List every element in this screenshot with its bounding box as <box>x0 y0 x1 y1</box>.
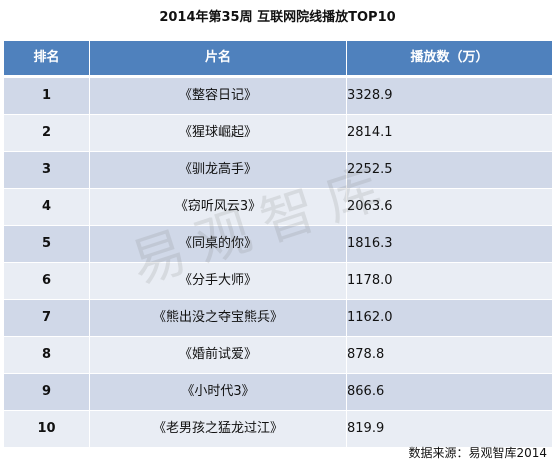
cell-rank: 7 <box>3 299 90 337</box>
cell-views: 3328.9 <box>346 76 553 115</box>
cell-title: 《整容日记》 <box>89 76 347 115</box>
cell-rank: 9 <box>3 373 90 411</box>
table-title: 2014年第35周 互联网院线播放TOP10 <box>159 10 396 25</box>
header-views: 播放数（万） <box>346 40 553 78</box>
table-row: 2 《猩球崛起》 2814.1 <box>3 114 553 152</box>
cell-title: 《窃听风云3》 <box>89 188 347 226</box>
header-rank: 排名 <box>3 40 90 78</box>
cell-title: 《同桌的你》 <box>89 225 347 263</box>
table-row: 6 《分手大师》 1178.0 <box>3 262 553 300</box>
cell-views: 1816.3 <box>346 225 553 263</box>
cell-rank: 5 <box>3 225 90 263</box>
table-row: 10 《老男孩之猛龙过江》 819.9 <box>3 410 553 448</box>
table-row: 1 《整容日记》 3328.9 <box>3 76 553 115</box>
cell-title: 《婚前试爱》 <box>89 336 347 374</box>
cell-title: 《驯龙高手》 <box>89 151 347 189</box>
cell-rank: 8 <box>3 336 90 374</box>
cell-title: 《熊出没之夺宝熊兵》 <box>89 299 347 337</box>
source-note: 数据来源：易观智库2014 <box>408 446 547 460</box>
cell-views: 819.9 <box>346 410 553 448</box>
cell-views: 866.6 <box>346 373 553 411</box>
cell-rank: 2 <box>3 114 90 152</box>
header-row: 排名 片名 播放数（万） <box>3 40 553 78</box>
cell-rank: 3 <box>3 151 90 189</box>
table-row: 9 《小时代3》 866.6 <box>3 373 553 411</box>
table-row: 4 《窃听风云3》 2063.6 <box>3 188 553 226</box>
cell-views: 2063.6 <box>346 188 553 226</box>
cell-title: 《猩球崛起》 <box>89 114 347 152</box>
ranking-table: 排名 片名 播放数（万） 1 《整容日记》 3328.9 2 《猩球崛起》 2814.1 3… <box>3 40 553 448</box>
cell-views: 2814.1 <box>346 114 553 152</box>
cell-rank: 4 <box>3 188 90 226</box>
table-row: 5 《同桌的你》 1816.3 <box>3 225 553 263</box>
cell-rank: 1 <box>3 76 90 115</box>
cell-rank: 6 <box>3 262 90 300</box>
cell-title: 《小时代3》 <box>89 373 347 411</box>
header-title: 片名 <box>89 40 347 78</box>
cell-views: 1162.0 <box>346 299 553 337</box>
table-row: 7 《熊出没之夺宝熊兵》 1162.0 <box>3 299 553 337</box>
table-row: 3 《驯龙高手》 2252.5 <box>3 151 553 189</box>
cell-title: 《老男孩之猛龙过江》 <box>89 410 347 448</box>
cell-title: 《分手大师》 <box>89 262 347 300</box>
table-row: 8 《婚前试爱》 878.8 <box>3 336 553 374</box>
cell-rank: 10 <box>3 410 90 448</box>
cell-views: 878.8 <box>346 336 553 374</box>
cell-views: 2252.5 <box>346 151 553 189</box>
cell-views: 1178.0 <box>346 262 553 300</box>
